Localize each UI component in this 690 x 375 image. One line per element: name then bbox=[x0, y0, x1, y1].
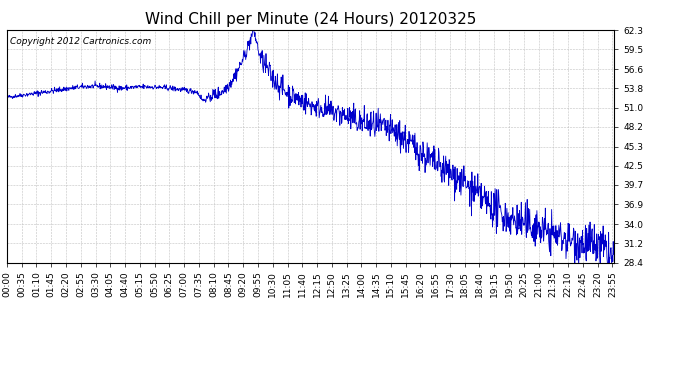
Title: Wind Chill per Minute (24 Hours) 20120325: Wind Chill per Minute (24 Hours) 2012032… bbox=[145, 12, 476, 27]
Text: Copyright 2012 Cartronics.com: Copyright 2012 Cartronics.com bbox=[10, 37, 151, 46]
